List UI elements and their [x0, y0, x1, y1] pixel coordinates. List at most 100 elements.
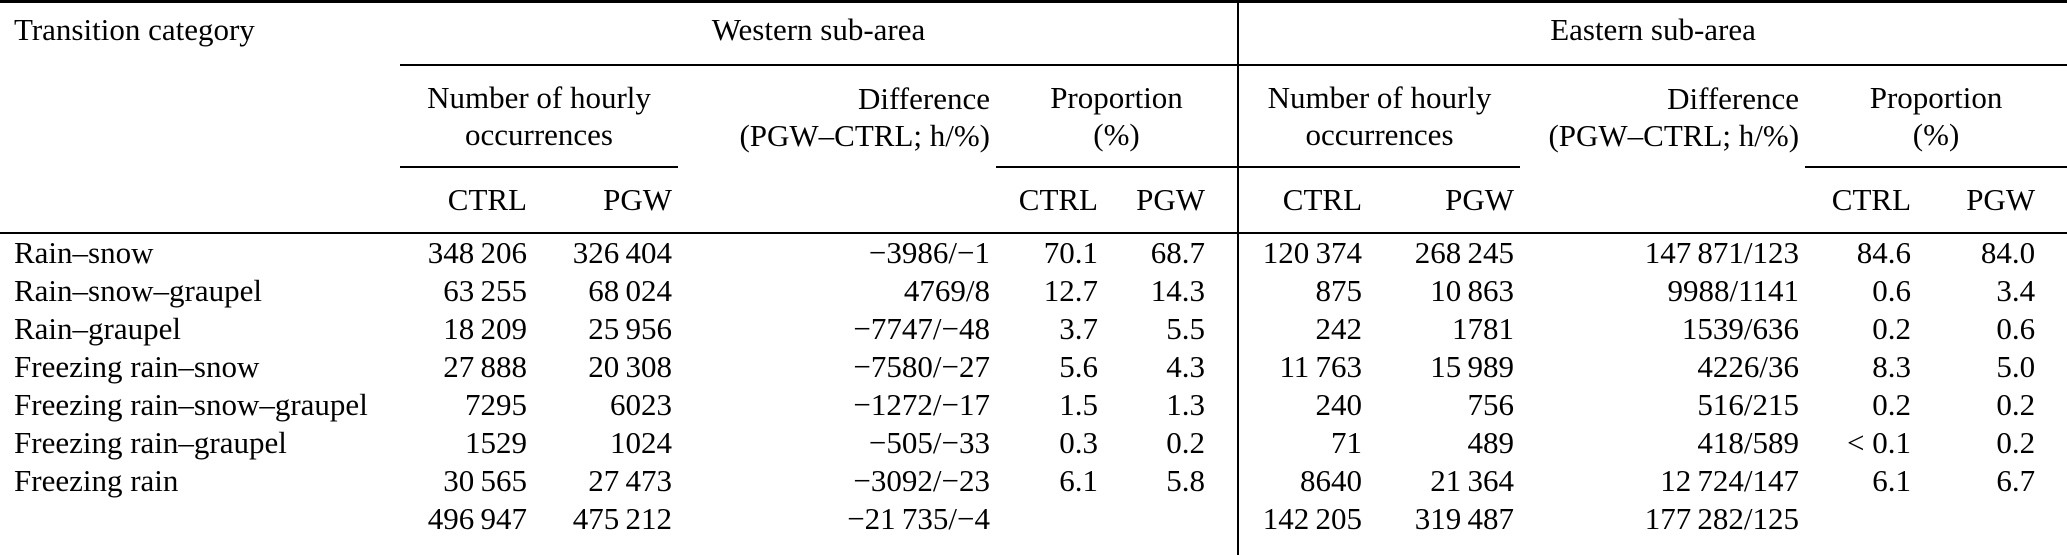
subheader-line: occurrences: [464, 117, 613, 152]
cell-west-proportion-ctrl: 3.7: [1059, 311, 1098, 346]
cell-west-difference: −3986/−1: [868, 235, 990, 270]
cell-category: Freezing rain–graupel: [14, 425, 287, 460]
cell-west-pgw: 20 308: [588, 349, 672, 384]
cell-west-proportion-pgw: 5.5: [1166, 311, 1206, 346]
cell-west-pgw: 25 956: [588, 311, 672, 346]
cell-west-proportion-pgw: 4.3: [1166, 349, 1206, 384]
subheader-line: Difference: [858, 80, 990, 116]
cell-west-ctrl: 7295: [465, 387, 527, 422]
cell-west-pgw: 326 404: [572, 235, 672, 270]
cell-east-proportion-pgw: 84.0: [1980, 235, 2036, 270]
column-header-pgw-west-proportion: PGW: [1136, 182, 1206, 217]
cell-east-pgw: 21 364: [1430, 463, 1515, 498]
cell-east-proportion-ctrl: 84.6: [1856, 235, 1912, 270]
subheader-line: (PGW–CTRL; h/%): [739, 117, 990, 153]
table-row: Rain–graupel 18 209 25 956 −7747/−48 3.7…: [0, 310, 2067, 348]
cell-east-ctrl: 8640: [1237, 462, 1369, 500]
subheader-line: Proportion: [1869, 80, 2003, 115]
cell-east-proportion-ctrl: 0.2: [1872, 387, 1912, 422]
cell-west-proportion-ctrl: 5.6: [1059, 349, 1098, 384]
column-header-ctrl-east-proportion: CTRL: [1831, 182, 1912, 217]
column-header-transition-category: Transition category: [14, 12, 255, 47]
cell-east-proportion-pgw: 6.7: [1996, 463, 2036, 498]
cell-east-difference: 9988/1141: [1667, 273, 1800, 308]
cell-west-ctrl: 1529: [465, 425, 527, 460]
cell-east-proportion-pgw: 3.4: [1996, 273, 2036, 308]
cell-west-proportion-pgw: 68.7: [1150, 235, 1206, 270]
table-row: Freezing rain 30 565 27 473 −3092/−23 6.…: [0, 462, 2067, 500]
cell-east-ctrl: 11 763: [1237, 348, 1369, 386]
cell-west-proportion-pgw: 0.2: [1166, 425, 1206, 460]
cell-east-proportion-pgw: 0.2: [1996, 425, 2036, 460]
ctrl-pgw-header-row: CTRL PGW CTRL PGW CTRL PGW CTRL PGW: [0, 167, 2067, 233]
table-row: Freezing rain–snow–graupel 7295 6023 −12…: [0, 386, 2067, 424]
cell-east-difference: 418/589: [1697, 425, 1800, 460]
subheader-line: Number of hourly: [1267, 80, 1492, 115]
subheader-line: (PGW–CTRL; h/%): [1548, 117, 1800, 153]
table-body: Rain–snow 348 206 326 404 −3986/−1 70.1 …: [0, 233, 2067, 555]
cell-west-proportion-ctrl: [996, 500, 1104, 555]
cell-west-proportion-ctrl: 12.7: [1043, 273, 1098, 308]
cell-west-proportion-ctrl: 70.1: [1043, 235, 1098, 270]
cell-category: Rain–graupel: [14, 311, 182, 346]
subheader-row: Number of hourly occurrences Difference …: [0, 65, 2067, 168]
subheader-line: Difference: [1667, 80, 1800, 116]
cell-east-proportion-pgw: 5.0: [1996, 349, 2036, 384]
cell-east-pgw: 319 487: [1414, 501, 1515, 536]
cell-east-pgw: 1781: [1452, 311, 1515, 346]
cell-category: Rain–snow: [14, 235, 154, 270]
cell-east-ctrl: 875: [1237, 272, 1369, 310]
cell-west-ctrl: 496 947: [427, 501, 527, 536]
subheader-difference-west: Difference (PGW–CTRL; h/%): [678, 65, 996, 167]
spacer-cell: [678, 167, 996, 233]
cell-east-ctrl: 71: [1237, 424, 1369, 462]
cell-east-proportion-ctrl: < 0.1: [1847, 425, 1912, 460]
subheader-proportion-east: Proportion (%): [1805, 65, 2067, 168]
cell-west-ctrl: 27 888: [443, 349, 527, 384]
subheader-line: Proportion: [1050, 80, 1183, 115]
cell-east-pgw: 15 989: [1430, 349, 1515, 384]
cell-east-difference: 4226/36: [1697, 349, 1800, 384]
table-row: 496 947 475 212 −21 735/−4 142 205 319 4…: [0, 500, 2067, 555]
table-row: Freezing rain–snow 27 888 20 308 −7580/−…: [0, 348, 2067, 386]
subheader-proportion-west: Proportion (%): [996, 65, 1239, 168]
cell-west-pgw: 68 024: [588, 273, 672, 308]
group-header-row: Transition category Western sub-area Eas…: [0, 1, 2067, 66]
cell-east-pgw: 268 245: [1414, 235, 1515, 270]
cell-category: Rain–snow–graupel: [14, 273, 262, 308]
cell-west-proportion-ctrl: 6.1: [1059, 463, 1098, 498]
cell-west-difference: −1272/−17: [853, 387, 990, 422]
cell-west-difference: −21 735/−4: [847, 501, 990, 536]
cell-west-ctrl: 348 206: [427, 235, 527, 270]
subheader-line: (%): [1093, 117, 1140, 152]
cell-east-difference: 12 724/147: [1660, 463, 1800, 498]
subheader-line: (%): [1912, 117, 1960, 152]
subheader-line: Number of hourly: [427, 80, 651, 115]
column-header-pgw-west-occurrences: PGW: [603, 182, 672, 217]
table-row: Freezing rain–graupel 1529 1024 −505/−33…: [0, 424, 2067, 462]
cell-east-proportion-ctrl: 0.2: [1872, 311, 1912, 346]
cell-east-proportion-pgw: 0.2: [1996, 387, 2036, 422]
cell-category: [0, 500, 400, 555]
cell-category: Freezing rain–snow–graupel: [14, 387, 368, 422]
cell-west-difference: 4769/8: [903, 273, 990, 308]
subheader-occurrences-east: Number of hourly occurrences: [1237, 65, 1521, 168]
cell-category: Freezing rain: [14, 463, 179, 498]
cell-east-ctrl: 240: [1237, 386, 1369, 424]
cell-west-difference: −505/−33: [868, 425, 990, 460]
cell-east-proportion-ctrl: 8.3: [1872, 349, 1912, 384]
cell-west-proportion-pgw: 5.8: [1166, 463, 1206, 498]
cell-west-proportion-pgw: 1.3: [1166, 387, 1206, 422]
cell-east-pgw: 489: [1467, 425, 1515, 460]
subheader-difference-east: Difference (PGW–CTRL; h/%): [1520, 65, 1805, 167]
spacer-cell: [1520, 167, 1805, 233]
cell-west-ctrl: 63 255: [443, 273, 527, 308]
cell-west-proportion-pgw: [1104, 500, 1238, 555]
column-header-ctrl-east-occurrences: CTRL: [1237, 167, 1369, 233]
cell-west-difference: −7747/−48: [853, 311, 990, 346]
cell-east-proportion-ctrl: 0.6: [1872, 273, 1912, 308]
cell-east-proportion-pgw: [1917, 500, 2067, 555]
cell-west-pgw: 1024: [610, 425, 672, 460]
group-header-eastern: Eastern sub-area: [1237, 1, 2067, 66]
